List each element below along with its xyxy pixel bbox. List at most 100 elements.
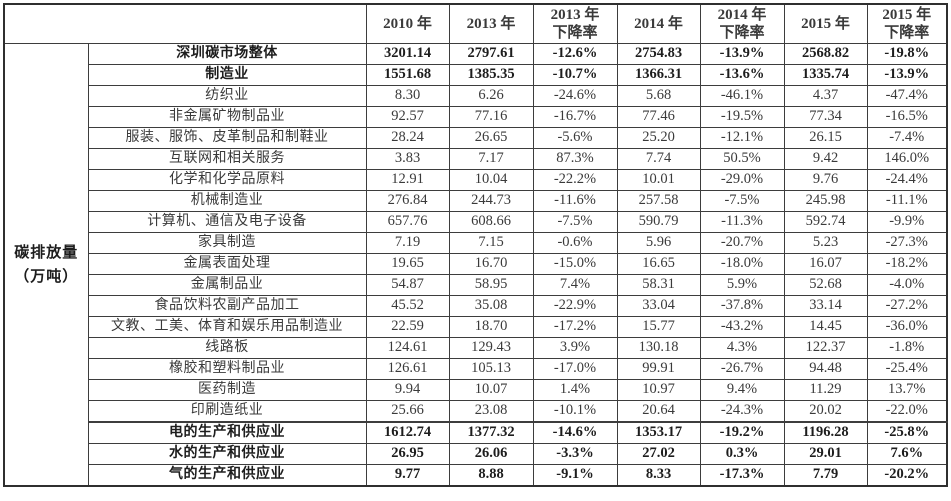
unit-label-line2: （万吨）	[14, 268, 79, 285]
value-cell: 590.79	[616, 211, 701, 233]
value-cell: -14.6%	[532, 421, 618, 444]
value-cell: -24.3%	[699, 400, 785, 423]
value-cell: 5.68	[616, 85, 701, 107]
value-cell: -5.6%	[532, 127, 618, 149]
table-row: 食品饮料农副产品加工 45.52 35.08 -22.9% 33.04 -37.8% 33.…	[4, 295, 948, 317]
table-row: 电的生产和供应业 1612.74 1377.32 -14.6% 1353.17 -19.2…	[4, 421, 948, 444]
table-row: 化学和化学品原料 12.91 10.04 -22.2% 10.01 -29.0% 9.76-…	[4, 169, 948, 191]
value-cell: 6.26	[448, 85, 534, 107]
value-cell: -11.6%	[532, 190, 618, 212]
table-row: 碳排放量 （万吨） 深圳碳市场整体 3201.14 2797.61 -12.6% 2754.…	[3, 43, 948, 487]
value-cell: 245.98	[783, 190, 868, 212]
column-header-line: 下降率	[884, 25, 930, 41]
value-cell: 14.45	[783, 316, 868, 338]
value-cell: 20.64	[616, 400, 701, 423]
value-cell: -19.2%	[699, 421, 785, 444]
value-cell: 2568.82	[783, 43, 868, 65]
value-cell: -27.2%	[866, 295, 948, 317]
column-header-line: 2014 年	[717, 7, 767, 23]
value-cell: -22.0%	[866, 400, 948, 423]
row-label: 服装、服饰、皮革制品和制鞋业	[87, 127, 367, 149]
value-cell: 4.37	[783, 85, 868, 107]
value-cell: -17.3%	[699, 464, 785, 487]
value-cell: 18.70	[448, 316, 534, 338]
row-label: 制造业	[87, 64, 367, 86]
value-cell: 1551.68	[365, 64, 450, 86]
value-cell: 1385.35	[448, 64, 534, 86]
value-cell: -20.7%	[699, 232, 785, 254]
value-cell: -11.1%	[866, 190, 948, 212]
value-cell: 657.76	[365, 211, 450, 233]
column-header-line: 下降率	[719, 25, 765, 41]
row-label: 文教、工美、体育和娱乐用品制造业	[87, 316, 367, 338]
header-row: 2010 年 2013 年 2013 年下降率 2014 年 2014 年下降率…	[3, 3, 948, 44]
table-row: 橡胶和塑料制品业 126.61 105.13 -17.0% 99.91 -26.7% 94.…	[4, 358, 948, 380]
row-label: 印刷造纸业	[87, 400, 367, 423]
value-cell: 16.65	[616, 253, 701, 275]
value-cell: 2797.61	[448, 43, 534, 65]
value-cell: -3.3%	[532, 443, 618, 465]
value-cell: 25.20	[616, 127, 701, 149]
row-label: 金属表面处理	[87, 253, 367, 275]
value-cell: 26.06	[448, 443, 534, 465]
value-cell: 12.91	[365, 169, 450, 191]
value-cell: -15.0%	[532, 253, 618, 275]
table-row: 纺织业 8.30 6.26 -24.6% 5.68 -46.1% 4.37 -47.4%	[4, 85, 948, 107]
value-cell: -24.6%	[532, 85, 618, 107]
row-label: 深圳碳市场整体	[87, 43, 367, 65]
value-cell: 9.94	[365, 379, 450, 401]
value-cell: 54.87	[365, 274, 450, 296]
value-cell: 35.08	[448, 295, 534, 317]
value-cell: -20.2%	[866, 464, 948, 487]
value-cell: 26.95	[365, 443, 450, 465]
value-cell: 257.58	[616, 190, 701, 212]
value-cell: 9.76	[783, 169, 868, 191]
value-cell: 11.29	[783, 379, 868, 401]
table-row: 非金属矿物制品业 92.57 77.16 -16.7% 77.46 -19.5% 77.34…	[4, 106, 948, 128]
value-cell: 16.07	[783, 253, 868, 275]
value-cell: -10.1%	[532, 400, 618, 423]
emissions-table: 2010 年 2013 年 2013 年下降率 2014 年 2014 年下降率…	[3, 3, 948, 487]
value-cell: 7.74	[616, 148, 701, 170]
value-cell: 5.96	[616, 232, 701, 254]
value-cell: 10.01	[616, 169, 701, 191]
value-cell: -9.9%	[866, 211, 948, 233]
value-cell: 1196.28	[783, 421, 868, 444]
value-cell: 3.83	[365, 148, 450, 170]
value-cell: -37.8%	[699, 295, 785, 317]
table-row: 制造业 1551.68 1385.35 -10.7% 1366.31 -13.6% 1335…	[4, 64, 948, 86]
value-cell: 7.79	[783, 464, 868, 487]
value-cell: 94.48	[783, 358, 868, 380]
value-cell: 58.31	[616, 274, 701, 296]
row-label: 电的生产和供应业	[87, 421, 367, 444]
column-header-2015: 2015 年	[783, 3, 868, 44]
value-cell: 244.73	[448, 190, 534, 212]
value-cell: 608.66	[448, 211, 534, 233]
value-cell: -25.8%	[866, 421, 948, 444]
value-cell: 3.9%	[532, 337, 618, 359]
value-cell: -12.1%	[699, 127, 785, 149]
value-cell: 146.0%	[866, 148, 948, 170]
value-cell: -18.2%	[866, 253, 948, 275]
value-cell: 7.6%	[866, 443, 948, 465]
value-cell: -7.5%	[532, 211, 618, 233]
row-label: 互联网和相关服务	[87, 148, 367, 170]
value-cell: 2754.83	[616, 43, 701, 65]
value-cell: 92.57	[365, 106, 450, 128]
value-cell: 28.24	[365, 127, 450, 149]
value-cell: -27.3%	[866, 232, 948, 254]
value-cell: 4.3%	[699, 337, 785, 359]
value-cell: -26.7%	[699, 358, 785, 380]
row-label: 橡胶和塑料制品业	[87, 358, 367, 380]
row-label: 金属制品业	[87, 274, 367, 296]
value-cell: -0.6%	[532, 232, 618, 254]
value-cell: -17.2%	[532, 316, 618, 338]
value-cell: 29.01	[783, 443, 868, 465]
value-cell: 7.4%	[532, 274, 618, 296]
column-header-line: 下降率	[552, 25, 598, 41]
column-header-line: 2014 年	[634, 16, 683, 32]
column-header-line: 2010 年	[383, 16, 432, 32]
value-cell: 1612.74	[365, 421, 450, 444]
value-cell: 33.04	[616, 295, 701, 317]
value-cell: 1335.74	[783, 64, 868, 86]
